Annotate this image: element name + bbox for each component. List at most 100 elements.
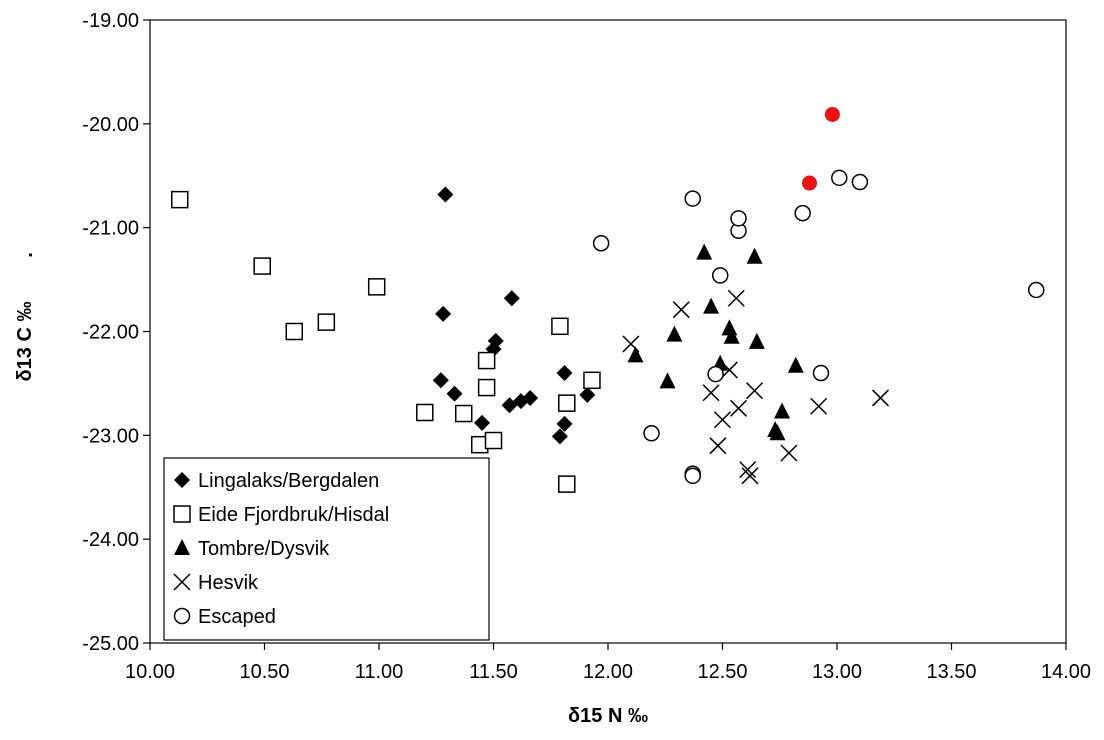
data-point-lingalaks-bergdalen: [435, 305, 452, 322]
data-point-eide-fjordbruk-hisdal: [558, 394, 576, 412]
data-point-escaped: [592, 234, 610, 252]
data-point-escaped: [1027, 281, 1045, 299]
y-tick-label: -23.00: [82, 425, 139, 447]
data-point-lingalaks-bergdalen: [474, 414, 491, 431]
data-point-eide-fjordbruk-hisdal: [285, 322, 304, 341]
legend-label: Tombre/Dysvik: [198, 538, 330, 560]
x-tick-label: 13.50: [926, 661, 976, 683]
data-point-tombre-dysvik: [666, 325, 683, 342]
data-point-eide-fjordbruk-hisdal: [583, 371, 601, 390]
data-point-highlighted: [824, 106, 840, 122]
data-point-escaped: [794, 204, 811, 222]
data-point-tombre-dysvik: [703, 297, 720, 314]
data-point-escaped: [711, 267, 729, 284]
data-point-tombre-dysvik: [659, 372, 676, 389]
data-point-lingalaks-bergdalen: [432, 372, 449, 389]
y-tick-label: -20.00: [82, 114, 139, 136]
data-points: [171, 106, 1045, 493]
data-point-eide-fjordbruk-hisdal: [317, 313, 336, 331]
data-point-eide-fjordbruk-hisdal: [454, 404, 473, 423]
data-point-escaped: [684, 190, 701, 207]
data-point-hesvik: [810, 397, 828, 415]
data-point-escaped: [707, 365, 724, 383]
data-point-eide-fjordbruk-hisdal: [477, 351, 496, 370]
data-point-escaped: [730, 210, 747, 227]
data-point-escaped: [851, 173, 869, 191]
x-tick-label: 14.00: [1041, 661, 1091, 683]
data-point-tombre-dysvik: [627, 346, 644, 363]
legend-marker: [174, 539, 190, 555]
data-point-tombre-dysvik: [787, 356, 804, 373]
data-point-escaped: [643, 425, 660, 442]
legend-label: Hesvik: [198, 572, 259, 594]
x-tick-label: 12.00: [583, 661, 633, 683]
data-point-lingalaks-bergdalen: [556, 365, 573, 382]
x-tick-label: 10.50: [239, 661, 289, 683]
data-point-escaped: [684, 467, 701, 485]
data-point-tombre-dysvik: [774, 402, 791, 419]
data-point-lingalaks-bergdalen: [503, 290, 520, 307]
data-point-eide-fjordbruk-hisdal: [416, 403, 434, 422]
y-tick-label: -24.00: [82, 529, 139, 551]
y-axis-title-mark: .: [15, 252, 37, 258]
data-point-lingalaks-bergdalen: [522, 389, 539, 406]
data-point-hesvik: [739, 461, 757, 479]
x-axis-title: δ15 N ‰: [568, 705, 648, 727]
x-tick-label: 10.00: [125, 661, 175, 683]
data-point-hesvik: [780, 444, 798, 462]
legend-marker: [173, 573, 191, 591]
data-point-tombre-dysvik: [723, 327, 740, 344]
data-point-hesvik: [702, 384, 720, 402]
x-tick-label: 11.50: [469, 661, 518, 683]
legend-label: Eide Fjordbruk/Hisdal: [198, 504, 389, 526]
data-point-eide-fjordbruk-hisdal: [484, 431, 503, 450]
data-point-lingalaks-bergdalen: [487, 332, 504, 349]
legend-label: Escaped: [198, 606, 276, 628]
data-point-hesvik: [871, 389, 890, 407]
data-point-lingalaks-bergdalen: [446, 385, 463, 402]
data-point-lingalaks-bergdalen: [437, 186, 454, 203]
data-point-hesvik: [709, 437, 727, 455]
data-point-hesvik: [746, 382, 764, 400]
data-point-eide-fjordbruk-hisdal: [477, 378, 496, 397]
data-point-hesvik: [741, 467, 759, 485]
data-point-hesvik: [713, 411, 732, 429]
y-tick-label: -22.00: [82, 322, 139, 344]
legend-label: Lingalaks/Bergdalen: [198, 470, 379, 492]
legend-marker: [173, 505, 191, 523]
data-point-highlighted: [802, 175, 818, 191]
y-tick-label: -21.00: [82, 218, 139, 240]
x-tick-label: 13.00: [812, 661, 862, 683]
data-point-eide-fjordbruk-hisdal: [171, 190, 189, 209]
data-point-hesvik: [672, 301, 690, 319]
data-point-eide-fjordbruk-hisdal: [253, 257, 271, 275]
x-tick-label: 11.00: [355, 661, 404, 683]
data-point-lingalaks-bergdalen: [556, 415, 573, 432]
data-point-escaped: [812, 364, 830, 382]
data-point-lingalaks-bergdalen: [501, 397, 518, 414]
data-point-lingalaks-bergdalen: [579, 386, 596, 403]
x-tick-label: 12.50: [697, 661, 747, 683]
legend-marker: [173, 607, 191, 625]
data-point-lingalaks-bergdalen: [551, 428, 568, 445]
data-point-hesvik: [720, 361, 738, 379]
data-point-hesvik: [622, 335, 640, 353]
y-tick-label: -19.00: [82, 10, 139, 32]
data-point-tombre-dysvik: [748, 332, 765, 349]
data-point-hesvik: [727, 289, 745, 307]
data-point-tombre-dysvik: [769, 424, 786, 441]
axis-ticks: 10.00 10.50 11.00 11.50 12.00 12.50 13.00 13.50…: [82, 10, 1091, 683]
legend-marker: [174, 472, 190, 488]
data-point-hesvik: [729, 399, 748, 417]
data-point-escaped: [831, 169, 848, 187]
y-axis-title: δ13 C ‰: [14, 302, 36, 382]
data-point-tombre-dysvik: [746, 247, 763, 264]
data-point-tombre-dysvik: [696, 243, 713, 260]
legend: Lingalaks/Bergdalen Eide Fjordbruk/Hisdal…: [163, 457, 490, 641]
y-tick-label: -25.00: [82, 633, 139, 655]
legend-box: [163, 457, 490, 641]
data-point-eide-fjordbruk-hisdal: [558, 475, 576, 493]
data-point-eide-fjordbruk-hisdal: [551, 317, 569, 336]
data-point-eide-fjordbruk-hisdal: [367, 278, 386, 296]
